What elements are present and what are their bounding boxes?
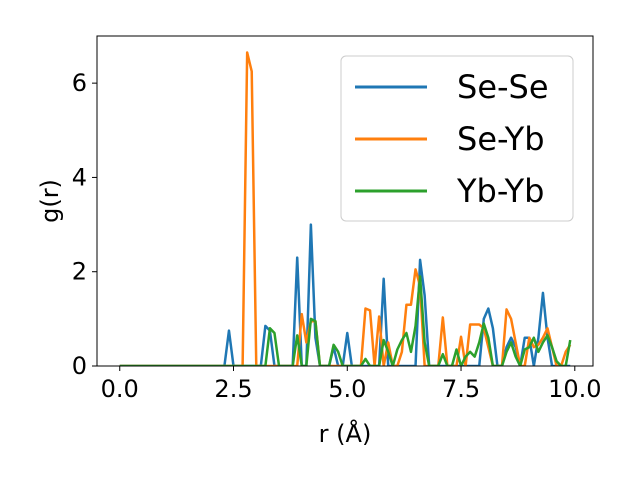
x-tick-label: 7.5	[442, 375, 480, 403]
y-tick-label: 4	[72, 163, 87, 191]
x-axis-label: r (Å)	[319, 419, 372, 448]
plot-frame	[96, 35, 594, 367]
y-tick-label: 2	[72, 258, 87, 286]
legend: Se-Se Se-Yb Yb-Yb	[340, 55, 574, 222]
y-axis-label: g(r)	[36, 179, 64, 223]
x-tick-label: 2.5	[214, 375, 252, 403]
legend-label-se-yb: Se-Yb	[457, 120, 545, 158]
series-layer	[119, 51, 572, 366]
y-axis-ticks: 0 2 4 6	[72, 69, 97, 380]
y-tick-label: 0	[72, 352, 87, 380]
series-line-se-se	[119, 223, 571, 366]
y-tick-label: 6	[72, 69, 87, 97]
legend-label-yb-yb: Yb-Yb	[456, 172, 544, 210]
x-axis-ticks: 0.0 2.5 5.0 7.5 10.0	[101, 366, 602, 403]
x-tick-label: 5.0	[328, 375, 366, 403]
x-tick-label: 10.0	[548, 375, 601, 403]
legend-box	[340, 55, 574, 222]
legend-label-se-se: Se-Se	[457, 68, 549, 106]
x-tick-label: 0.0	[101, 375, 139, 403]
